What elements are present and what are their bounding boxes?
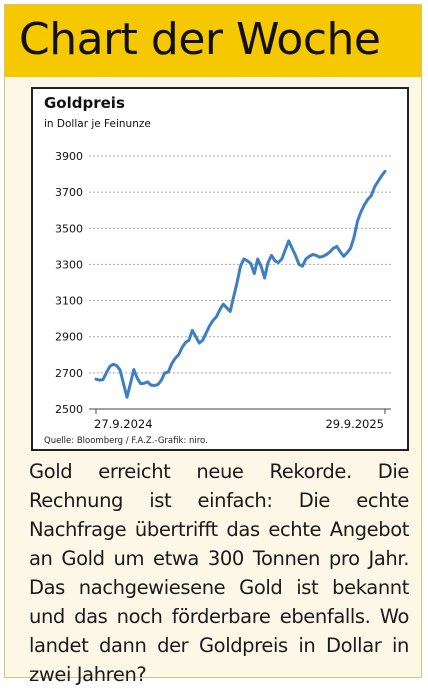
y-tick-label: 2700	[55, 367, 83, 380]
series-layer	[94, 169, 387, 399]
chart-card: Chart der Woche Goldpreis in Dollar je F…	[4, 4, 422, 686]
page-title: Chart der Woche	[19, 14, 381, 65]
x-tick-label: 29.9.2025	[325, 417, 384, 431]
chart-panel: Goldpreis in Dollar je Feinunze 2500 2700…	[31, 87, 409, 451]
x-axis: 27.9.2024 29.9.2025	[89, 408, 391, 431]
chart-source: Quelle: Bloomberg / F.A.Z.-Grafik: niro.	[44, 436, 208, 446]
y-tick-label: 3100	[55, 295, 83, 308]
y-tick-label: 2500	[55, 403, 83, 416]
chart-subtitle: in Dollar je Feinunze	[44, 118, 151, 130]
gold-price-line	[94, 169, 387, 399]
x-tick-label: 27.9.2024	[94, 417, 153, 431]
y-tick-label: 2900	[55, 331, 83, 344]
y-axis-tick-labels: 2500 2700 2900 3100 3300 3500 3700 3900	[55, 150, 83, 416]
y-tick-label: 3500	[55, 222, 83, 235]
y-tick-label: 3700	[55, 186, 83, 199]
caption-text: Gold erreicht neue Rekorde. Die Rechnung…	[29, 460, 409, 686]
title-banner: Chart der Woche	[5, 5, 421, 77]
gold-price-chart: Goldpreis in Dollar je Feinunze 2500 2700…	[44, 94, 391, 446]
y-tick-label: 3300	[55, 258, 83, 271]
chart-title: Goldpreis	[44, 94, 125, 112]
y-tick-label: 3900	[55, 150, 83, 163]
